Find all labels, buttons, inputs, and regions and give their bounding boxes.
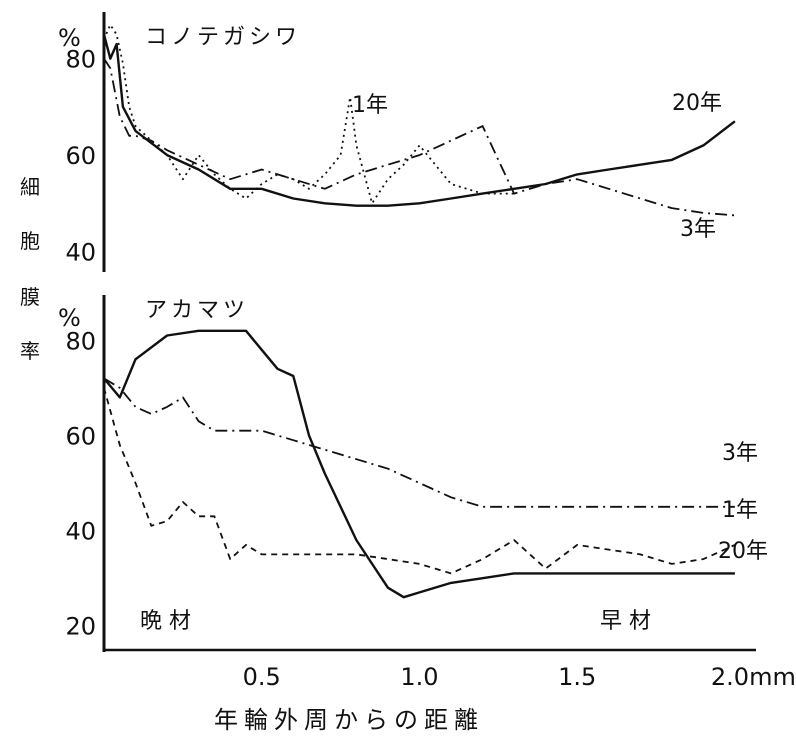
y-tick-label: 60	[65, 142, 96, 170]
series-line-top-solid	[102, 34, 736, 207]
x-tick-label: 0.5	[243, 663, 281, 691]
top-label-20nen: 20年	[672, 91, 722, 116]
series-layer	[102, 23, 736, 599]
bottom-y-unit: %	[58, 304, 81, 332]
top-y-unit: %	[58, 24, 81, 52]
x-tick-label: 1.0	[400, 663, 438, 691]
tick-layer: 40 60 80 20 40 60 80 0.5 1.0 1.5 2.0mm	[65, 46, 795, 691]
series-line-bottom-dashed	[103, 387, 736, 575]
latewood-label: 晩 材	[140, 609, 191, 634]
top-panel-title: コノテガシワ	[145, 25, 301, 50]
x-tick-label: 2.0mm	[711, 663, 796, 691]
series-line-bottom-dashdot	[103, 377, 735, 508]
bottom-label-3nen: 3年	[722, 441, 758, 466]
bottom-label-20nen: 20年	[718, 539, 768, 564]
earlywood-label: 早 材	[600, 609, 651, 634]
y-tick-label: 80	[65, 46, 96, 74]
x-tick-label: 1.5	[558, 663, 596, 691]
bottom-panel-title: アカマツ	[145, 298, 249, 323]
series-line-top-dashdot	[103, 58, 735, 217]
bottom-label-1nen: 1年	[722, 498, 758, 523]
y-tick-label: 40	[65, 518, 96, 546]
x-axis-label: 年輪外周からの距離	[214, 706, 484, 734]
y-tick-label: 60	[65, 422, 96, 450]
y-tick-label: 40	[65, 239, 96, 267]
top-label-3nen: 3年	[680, 217, 716, 242]
series-line-top-dotted	[103, 23, 515, 205]
y-tick-label: 80	[65, 327, 96, 355]
y-axis-label: 細胞膜率	[20, 175, 40, 363]
y-tick-label: 20	[65, 613, 96, 641]
top-label-1nen: 1年	[352, 93, 388, 118]
series-line-bottom-solid	[103, 329, 735, 599]
